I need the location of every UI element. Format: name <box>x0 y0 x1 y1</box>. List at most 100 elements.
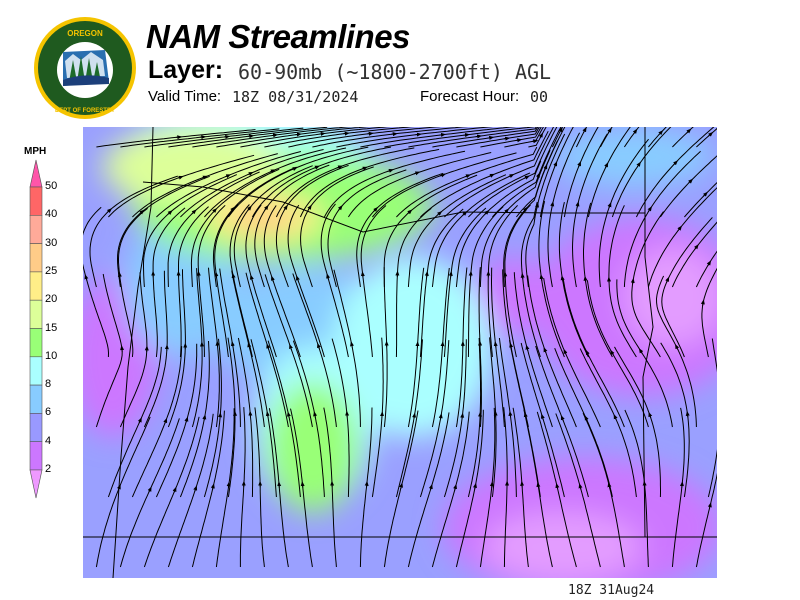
legend-tick-label: 25 <box>45 264 58 277</box>
legend-tick-label: 30 <box>45 236 58 249</box>
legend-color-swatch <box>29 328 43 358</box>
streamline-arrow <box>707 502 712 509</box>
legend-tick-label: 10 <box>45 349 58 362</box>
streamline-arrow <box>172 486 177 493</box>
legend-color-swatch <box>29 186 43 216</box>
streamline <box>152 207 186 358</box>
streamline <box>229 204 253 358</box>
layer-value: 60-90mb (~1800-2700ft) AGL <box>238 60 552 84</box>
streamline-arrow <box>336 165 344 170</box>
streamline <box>554 348 613 498</box>
streamline-arrow <box>658 130 664 136</box>
streamline-arrow <box>560 275 565 282</box>
streamline-arrow <box>264 204 269 211</box>
streamline <box>558 201 589 358</box>
streamline-arrow <box>462 210 468 216</box>
streamline-arrow <box>607 127 612 134</box>
streamline-arrow <box>361 166 368 171</box>
streamline <box>583 202 613 358</box>
legend-color-swatch <box>29 413 43 442</box>
streamline-arrow <box>539 274 544 281</box>
streamline-arrow <box>535 202 539 209</box>
streamline <box>245 272 289 428</box>
streamline <box>360 127 517 148</box>
streamline-arrow <box>391 132 398 137</box>
streamline-arrow <box>439 173 447 178</box>
legend-color-swatch <box>29 299 43 329</box>
streamline-arrow <box>677 225 683 232</box>
streamline-arrow <box>407 209 413 215</box>
streamline-arrow <box>319 131 326 136</box>
legend-tick-label: 8 <box>45 378 52 391</box>
streamline-arrow <box>448 270 453 278</box>
streamline-arrow <box>538 132 543 139</box>
streamline-arrow <box>604 162 609 169</box>
footer-timestamp: 18Z 31Aug24 <box>568 583 655 598</box>
streamline-arrow <box>202 414 207 421</box>
streamline <box>208 267 220 428</box>
streamline-arrow <box>247 134 255 139</box>
streamline-arrow <box>439 132 446 137</box>
streamline <box>254 407 265 568</box>
streamline <box>197 204 226 357</box>
streamline-arrow <box>147 486 152 493</box>
streamline-arrow <box>488 173 495 178</box>
streamline-arrow <box>163 417 168 424</box>
streamline-arrow <box>249 274 254 281</box>
coastline <box>112 127 154 578</box>
streamline-arrow <box>367 131 374 136</box>
streamline <box>575 127 588 148</box>
streamline-arrow <box>700 299 705 306</box>
legend-color-swatch <box>29 271 43 301</box>
state-borders <box>83 127 717 578</box>
forecast-hour-value: 00 <box>530 88 549 106</box>
streamline <box>408 127 537 148</box>
streamline-arrow <box>460 412 465 420</box>
streamline-arrow <box>230 341 235 348</box>
streamline-arrow <box>247 205 252 211</box>
legend-tick-label: 2 <box>45 463 52 475</box>
streamline-arrow <box>525 344 530 352</box>
wind-speed-field <box>83 127 717 578</box>
legend-color-swatch <box>29 384 43 414</box>
legend-tick-label: 50 <box>45 180 58 192</box>
streamline-arrow <box>665 276 670 283</box>
legend-tick-label: 15 <box>45 321 58 334</box>
streamline <box>547 132 581 288</box>
legend-tick-label: 4 <box>45 434 52 447</box>
streamline <box>431 267 450 428</box>
streamline-arrow <box>706 260 712 267</box>
streamline-arrow <box>515 138 523 143</box>
streamline <box>254 164 330 288</box>
streamline-arrow <box>201 175 208 180</box>
streamline <box>504 127 544 148</box>
legend-tick-label: 40 <box>45 208 58 221</box>
streamline-arrow <box>286 411 291 418</box>
streamline-arrow <box>607 482 612 489</box>
streamline-arrow <box>214 271 219 278</box>
streamline-arrow <box>177 175 184 180</box>
streamline <box>555 413 601 568</box>
streamline <box>539 127 574 218</box>
streamline-arrow <box>283 204 288 211</box>
streamline <box>120 128 280 148</box>
streamline-arrow <box>184 416 189 423</box>
streamline-arrow <box>610 349 615 356</box>
streamline-arrow <box>337 205 343 211</box>
streamline <box>192 127 352 148</box>
streamline <box>707 338 717 498</box>
streamline-arrow <box>223 134 231 139</box>
streamline-arrow <box>577 160 581 168</box>
streamline-arrow <box>575 201 580 208</box>
streamline <box>623 150 701 288</box>
streamline-arrow <box>558 127 563 133</box>
streamline <box>396 146 538 218</box>
streamline-arrow <box>247 342 252 349</box>
streamline-arrow <box>343 131 350 136</box>
streamline-arrow <box>536 481 541 489</box>
streamline-arrow <box>313 165 320 170</box>
streamline-arrow <box>167 210 173 215</box>
streamline-arrow <box>540 413 545 421</box>
streamline <box>299 148 440 218</box>
streamline-arrow <box>508 174 515 178</box>
